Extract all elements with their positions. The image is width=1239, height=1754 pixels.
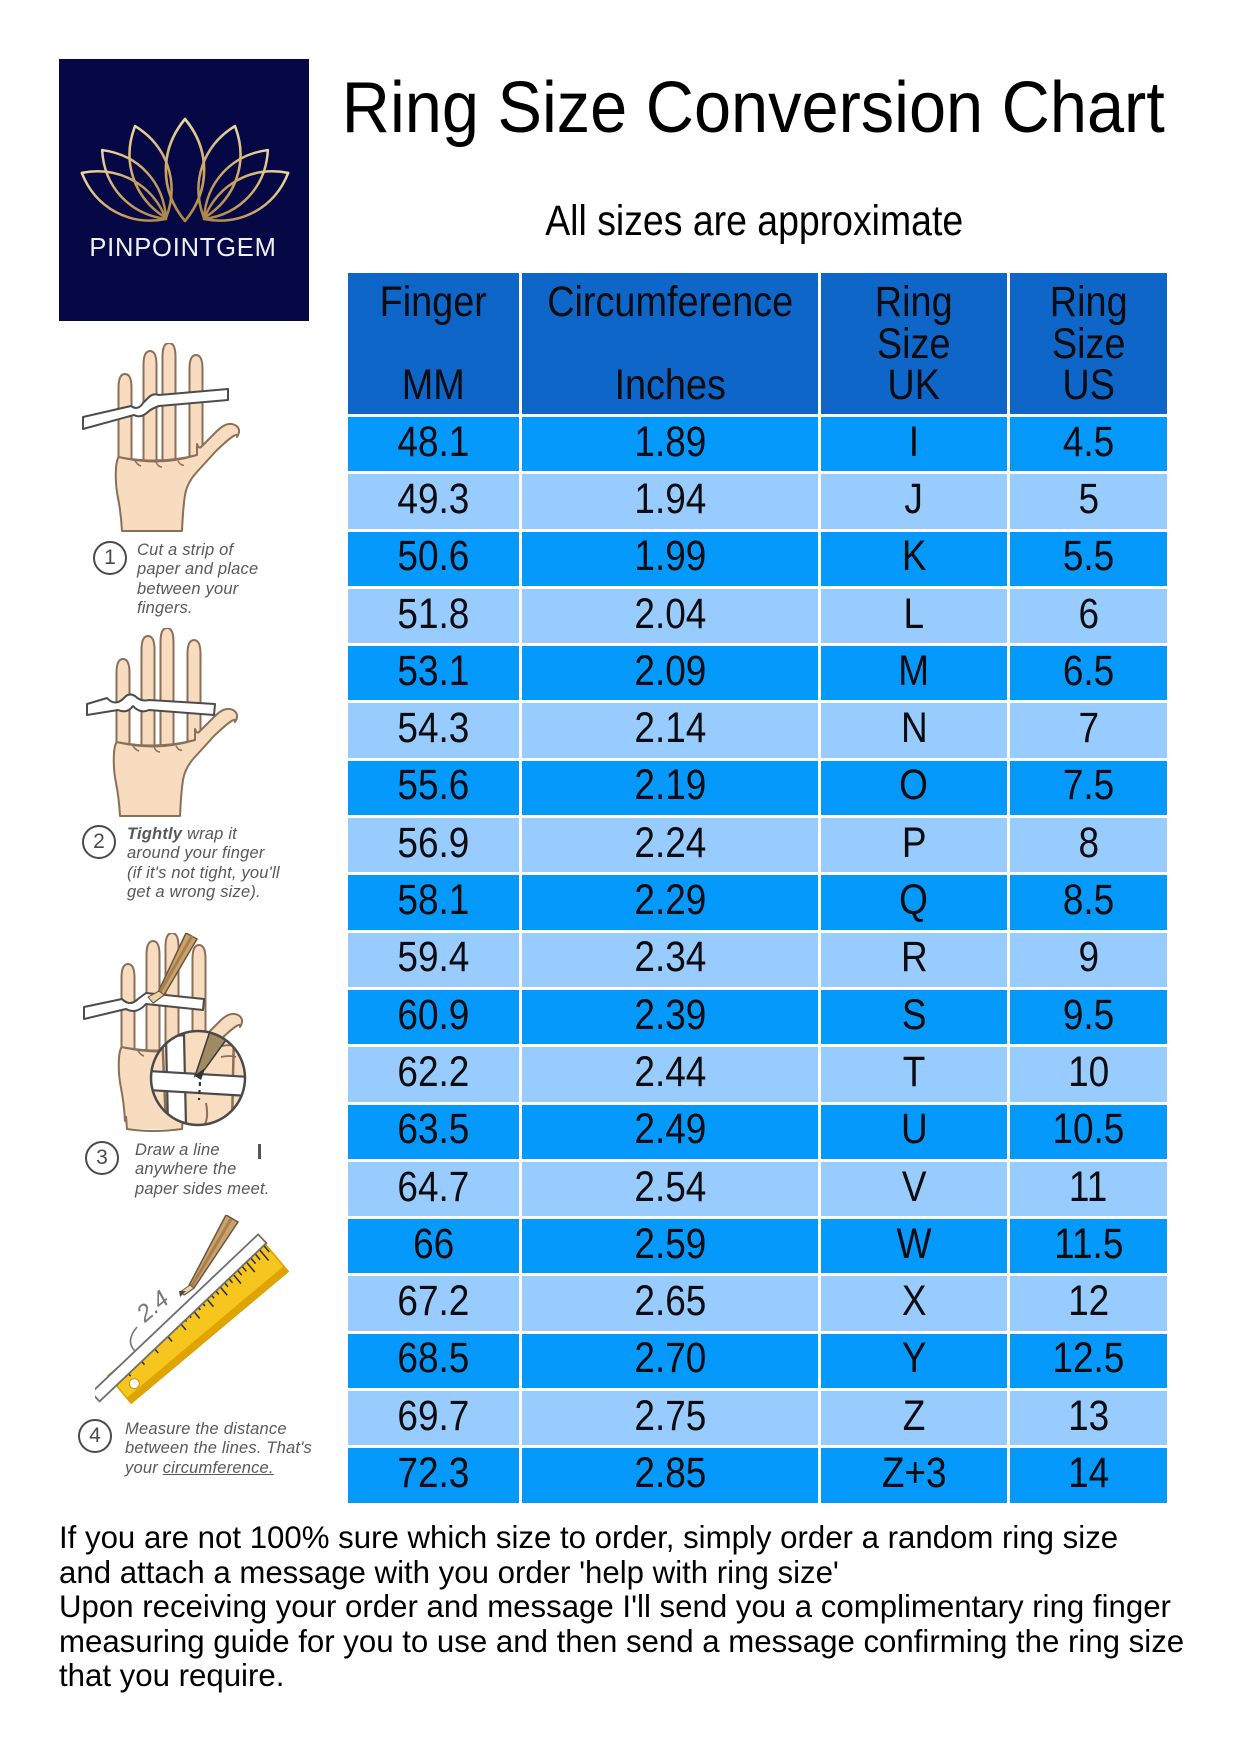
svg-text:PINPOINTGEM: PINPOINTGEM [89, 234, 276, 262]
